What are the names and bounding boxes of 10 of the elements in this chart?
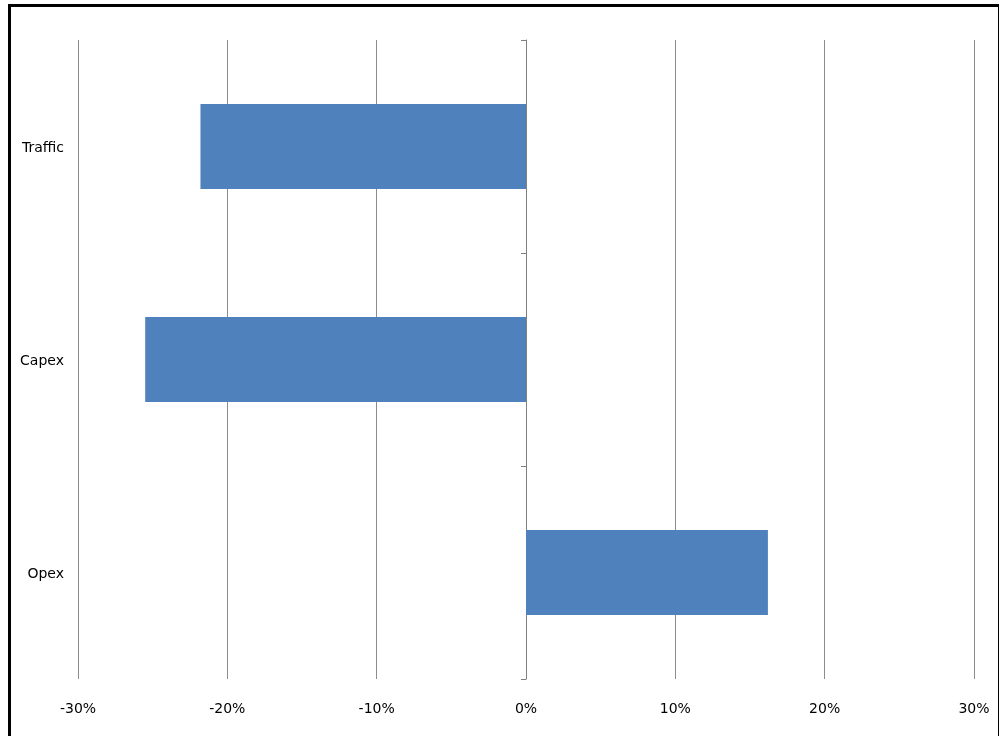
x-tick-label: 30% <box>958 700 990 716</box>
x-tick-label: -20% <box>209 700 246 716</box>
y-tick-label: Opex <box>27 564 64 581</box>
x-tick-label: -10% <box>358 700 395 716</box>
x-tick-label: 10% <box>659 700 691 716</box>
x-tick-label: 20% <box>809 700 841 716</box>
x-tick-label: 0% <box>514 700 538 716</box>
y-tick-label: Traffic <box>20 138 64 155</box>
x-tick-label: -30% <box>59 700 97 716</box>
y-tick-label: Capex <box>20 351 64 368</box>
